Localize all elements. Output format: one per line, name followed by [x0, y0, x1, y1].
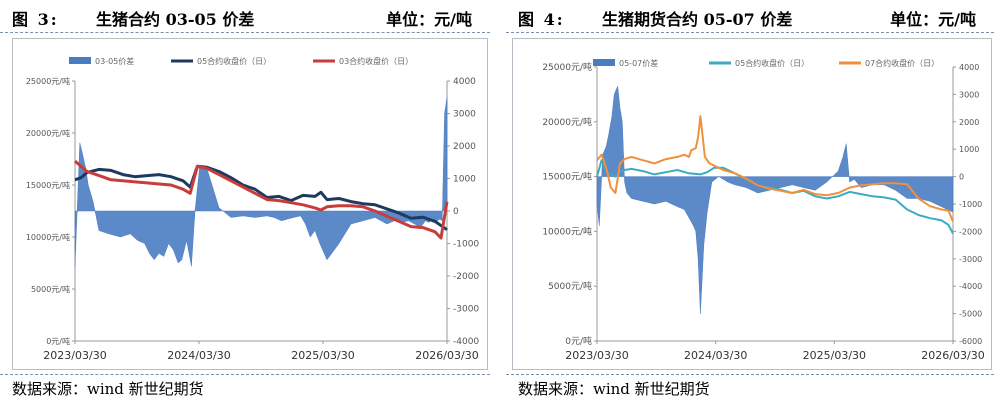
figure-4-bottom-rule [506, 374, 994, 375]
y-left-tick-label: 20000元/吨 [26, 128, 70, 138]
figure-4-panel: 图 4: 生猪期货合约 05-07 价差 单位：元/吨 0元/吨 5000元/吨 1… [506, 0, 994, 406]
legend-label: 03-05价差 [95, 56, 134, 66]
chart-3-svg: 0元/吨 5000元/吨 10000元/吨 15000元/吨 20000元/吨 25000… [26, 56, 480, 362]
figure-3-source: 数据来源：wind 新世纪期货 [12, 380, 204, 398]
figure-3-title: 生猪合约 03-05 价差 [96, 10, 255, 29]
figure-4-top-rule [506, 32, 994, 33]
y-left-tick-label: 15000元/吨 [26, 180, 70, 190]
y-right-tick-label: 4000 [453, 77, 476, 87]
y-right-tick-label: -1000 [453, 240, 479, 250]
y-left-tick-label: 5000元/吨 [31, 284, 70, 294]
x-tick-label: 2023/03/30 [43, 349, 106, 362]
figure-4-source: 数据来源：wind 新世纪期货 [518, 380, 710, 398]
y-right-tick-label: -6000 [959, 337, 982, 346]
y-right-tick-label: -2000 [453, 272, 479, 282]
figure-4-header: 图 4: 生猪期货合约 05-07 价差 单位：元/吨 [506, 0, 994, 34]
legend-swatch-area [593, 59, 615, 66]
x-tick-label: 2024/03/30 [684, 349, 747, 362]
x-tick-label: 2023/03/30 [565, 349, 628, 362]
figure-4-title: 生猪期货合约 05-07 价差 [602, 10, 793, 29]
y-right-tick-label: -4000 [959, 282, 982, 291]
y-left-tick-label: 25000元/吨 [542, 61, 592, 73]
y-right-tick-label: -3000 [453, 305, 479, 315]
legend-label: 03合约收盘价（日） [339, 56, 413, 66]
y-right-tick-label: -3000 [959, 255, 982, 264]
y-left-tick-label: 0元/吨 [46, 336, 70, 346]
y-right-tick-label: -4000 [453, 337, 479, 347]
figure-4-label: 图 4: [518, 10, 565, 29]
y-right-tick-label: -1000 [959, 200, 982, 209]
x-tick-label: 2026/03/30 [921, 349, 984, 362]
legend-label: 05合约收盘价（日） [197, 56, 271, 66]
figure-3-unit: 单位：元/吨 [386, 10, 472, 29]
y-right-tick-label: -5000 [959, 310, 982, 319]
x-tick-label: 2024/03/30 [167, 349, 230, 362]
y-right-tick-label: 1000 [959, 145, 979, 154]
price-line-series [74, 159, 449, 240]
y-right-tick-label: 2000 [959, 118, 979, 127]
y-right-tick-label: 0 [959, 173, 964, 182]
x-tick-label: 2025/03/30 [803, 349, 866, 362]
y-right-tick-label: 0 [453, 207, 459, 217]
figure-3-header: 图 3: 生猪合约 03-05 价差 单位：元/吨 [0, 0, 490, 34]
figure-3-panel: 图 3: 生猪合约 03-05 价差 单位：元/吨 0元/吨 5000元/吨 100… [0, 0, 490, 406]
panel-divider [494, 0, 502, 406]
y-right-tick-label: 4000 [959, 63, 979, 72]
y-right-tick-label: -2000 [959, 227, 982, 236]
x-tick-label: 2025/03/30 [291, 349, 354, 362]
figure-3-label: 图 3: [12, 10, 59, 29]
y-left-tick-label: 15000元/吨 [542, 171, 592, 183]
spread-area-series [596, 85, 954, 314]
y-right-tick-label: 3000 [453, 110, 476, 120]
y-left-tick-label: 5000元/吨 [548, 280, 592, 292]
price-line-series [74, 164, 448, 231]
y-left-tick-label: 0元/吨 [565, 335, 592, 347]
y-right-tick-label: 3000 [959, 90, 979, 99]
legend-label: 05-07价差 [619, 58, 658, 68]
y-left-tick-label: 25000元/吨 [26, 76, 70, 86]
legend-label: 05合约收盘价（日） [735, 58, 809, 68]
figure-4-unit: 单位：元/吨 [890, 10, 976, 29]
figure-3-top-rule [0, 32, 490, 33]
y-left-tick-label: 10000元/吨 [542, 225, 592, 237]
figure-3-bottom-rule [0, 374, 490, 375]
y-left-tick-label: 10000元/吨 [26, 232, 70, 242]
chart-4-svg: 0元/吨 5000元/吨 10000元/吨 15000元/吨 20000元/吨 25000… [542, 58, 984, 362]
price-line-series [596, 115, 954, 222]
x-tick-label: 2026/03/30 [415, 349, 478, 362]
y-right-tick-label: 2000 [453, 142, 476, 152]
chart-3-frame: 0元/吨 5000元/吨 10000元/吨 15000元/吨 20000元/吨 25000… [12, 38, 488, 370]
chart-4-frame: 0元/吨 5000元/吨 10000元/吨 15000元/吨 20000元/吨 25000… [512, 38, 992, 370]
y-left-tick-label: 20000元/吨 [542, 116, 592, 128]
y-right-tick-label: 1000 [453, 175, 476, 185]
legend-swatch-area [69, 57, 91, 64]
legend-label: 07合约收盘价（日） [865, 58, 939, 68]
